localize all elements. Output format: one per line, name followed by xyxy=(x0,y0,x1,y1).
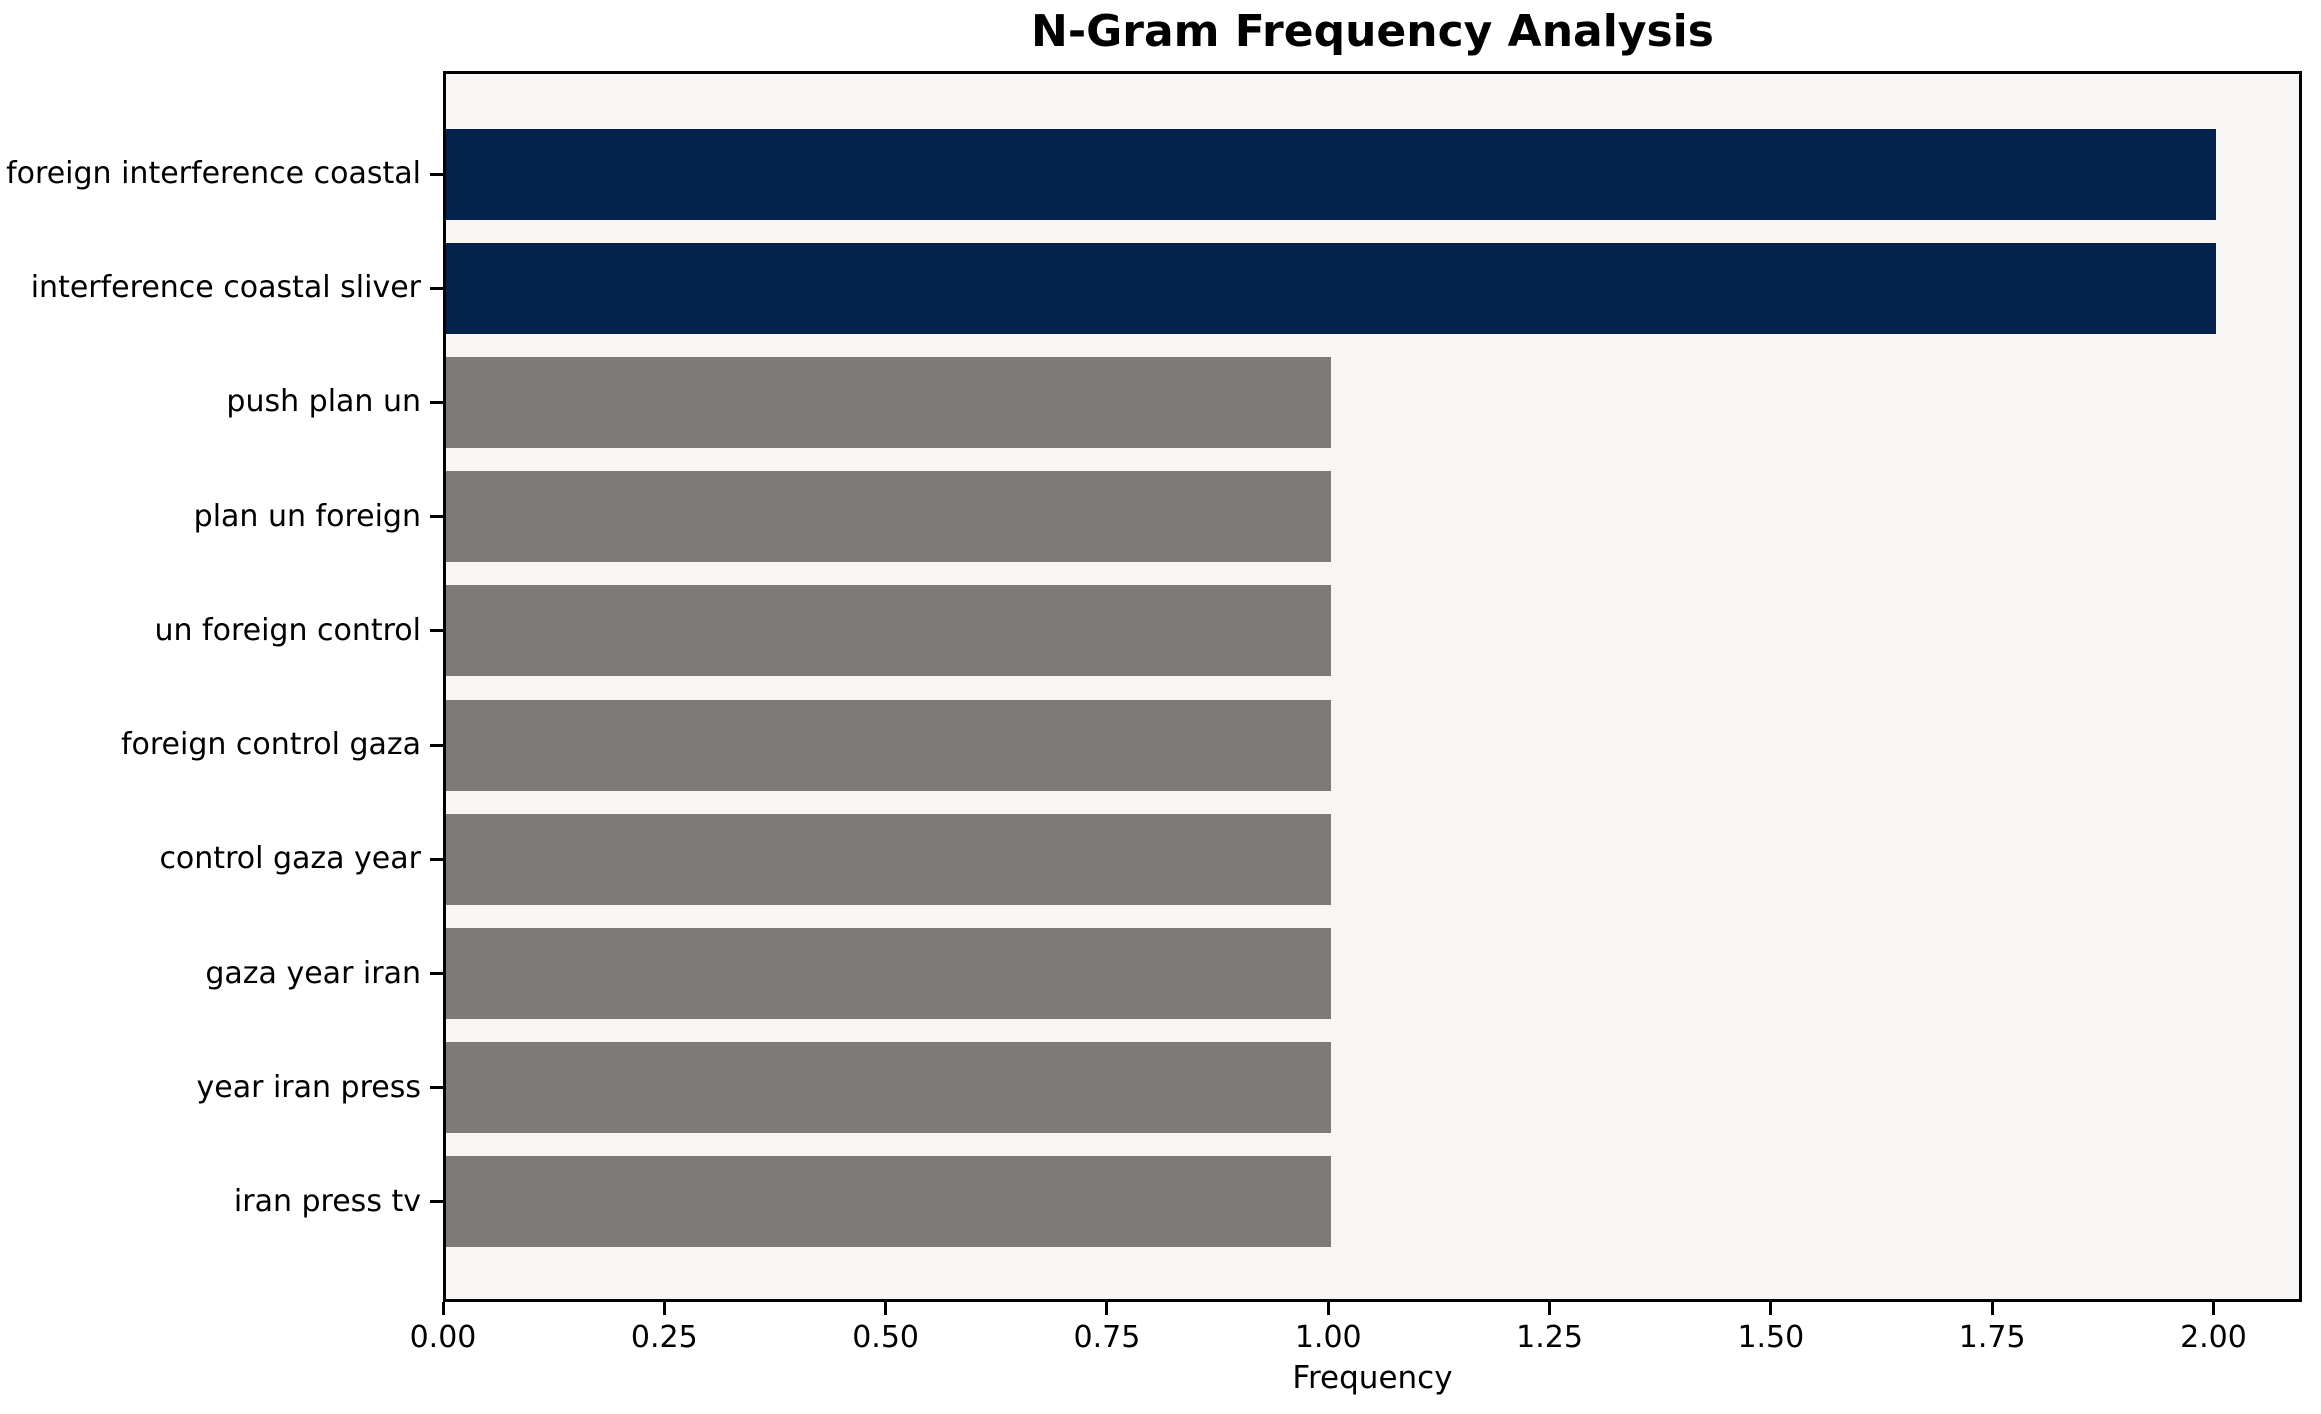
y-tick-label: push plan un xyxy=(226,384,421,420)
bar-push-plan-un xyxy=(446,356,1332,448)
x-tick-label: 2.00 xyxy=(2180,1320,2247,1355)
bar-foreign-control-gaza xyxy=(446,699,1332,791)
x-tick-mark xyxy=(884,1302,888,1315)
x-axis-label: Frequency xyxy=(1292,1360,1453,1396)
y-tick-mark xyxy=(430,743,443,747)
bar-foreign-interference-coastal xyxy=(446,128,2217,220)
x-tick-label: 1.50 xyxy=(1737,1320,1805,1355)
bar-control-gaza-year xyxy=(446,813,1332,905)
x-tick-mark xyxy=(1990,1302,1994,1315)
bar-iran-press-tv xyxy=(446,1156,1332,1248)
x-tick-mark xyxy=(1548,1302,1552,1315)
x-tick-label: 0.50 xyxy=(852,1320,919,1355)
y-tick-label: foreign control gaza xyxy=(120,727,421,763)
y-tick-mark xyxy=(430,857,443,861)
x-tick-label: 1.75 xyxy=(1958,1320,2026,1355)
x-tick-label: 0.25 xyxy=(630,1320,698,1355)
y-tick-mark xyxy=(430,515,443,519)
y-tick-label: control gaza year xyxy=(159,841,421,877)
plot-area xyxy=(443,71,2302,1302)
x-tick-label: 1.25 xyxy=(1516,1320,1583,1355)
x-tick-mark xyxy=(2211,1302,2215,1315)
x-tick-mark xyxy=(662,1302,666,1315)
x-tick-mark xyxy=(441,1302,445,1315)
y-tick-mark xyxy=(430,400,443,404)
bar-gaza-year-iran xyxy=(446,928,1332,1020)
x-tick-label: 0.75 xyxy=(1073,1320,1141,1355)
y-tick-label: plan un foreign xyxy=(193,498,421,534)
chart-title: N-Gram Frequency Analysis xyxy=(1031,6,1714,57)
y-tick-label: foreign interference coastal xyxy=(6,156,421,191)
y-tick-mark xyxy=(430,629,443,633)
y-tick-label: iran press tv xyxy=(233,1183,421,1219)
y-tick-label: gaza year iran xyxy=(205,955,421,991)
x-tick-label: 0.00 xyxy=(409,1320,477,1355)
bar-year-iran-press xyxy=(446,1042,1332,1134)
bar-plan-un-foreign xyxy=(446,471,1332,563)
bar-interference-coastal-sliver xyxy=(446,242,2217,334)
x-tick-mark xyxy=(1105,1302,1109,1315)
x-tick-label: 1.00 xyxy=(1294,1320,1362,1355)
y-tick-mark xyxy=(430,1200,443,1204)
y-tick-label: year iran press xyxy=(196,1069,421,1105)
y-tick-label: un foreign control xyxy=(154,612,421,648)
y-tick-mark xyxy=(430,1086,443,1090)
y-tick-label: interference coastal sliver xyxy=(30,270,421,306)
y-tick-mark xyxy=(430,972,443,976)
y-tick-mark xyxy=(430,286,443,290)
x-tick-mark xyxy=(1326,1302,1330,1315)
y-tick-mark xyxy=(430,172,443,176)
x-tick-mark xyxy=(1769,1302,1773,1315)
bar-un-foreign-control xyxy=(446,585,1332,677)
